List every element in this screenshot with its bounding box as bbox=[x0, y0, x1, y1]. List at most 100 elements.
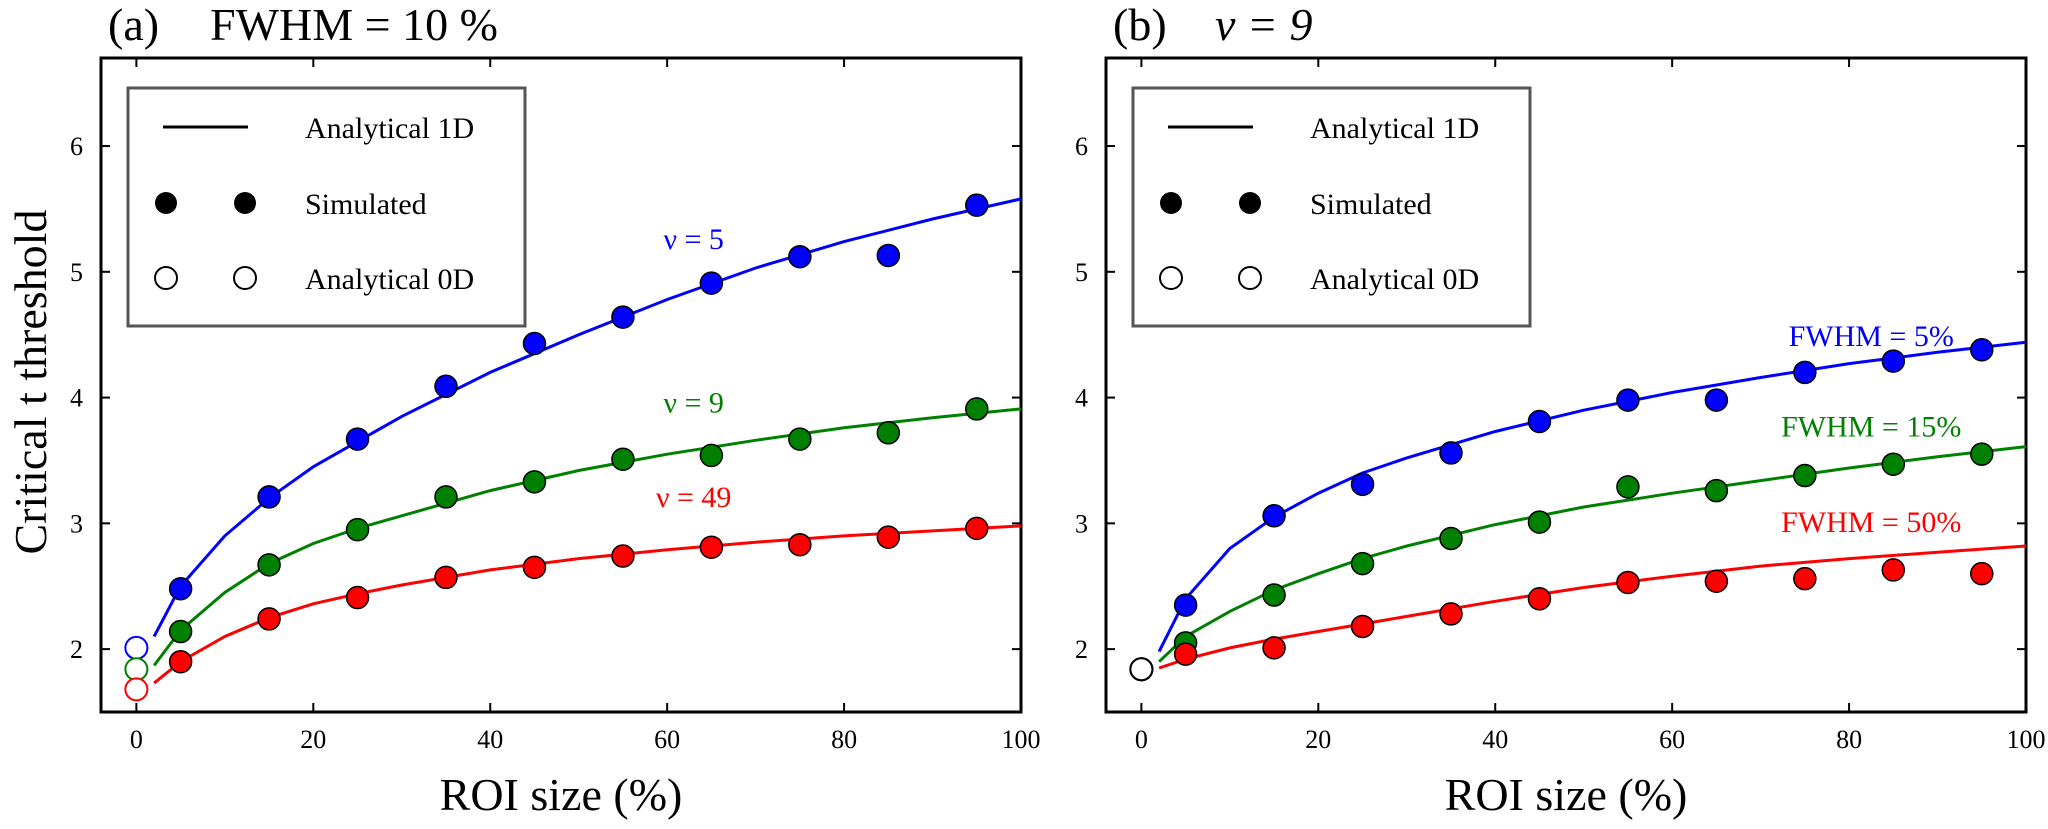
simulated-point-fwhm-5 bbox=[1439, 441, 1463, 465]
simulated-point-5 bbox=[611, 305, 635, 329]
panel-b-legend: Analytical 1D Simulated Analytical 0D bbox=[1131, 86, 1532, 328]
simulated-point-fwhm-15 bbox=[1793, 463, 1817, 488]
simulated-point-5 bbox=[345, 427, 370, 451]
legend-simulated-marker-icon bbox=[234, 192, 256, 214]
panel-a-ticks: 0 20 40 60 80 100 2 3 4 5 6 bbox=[70, 58, 1041, 754]
panel-b-plot-frame bbox=[1104, 56, 2028, 714]
simulated-point-9 bbox=[788, 427, 812, 451]
legend-label-simulated: Simulated bbox=[305, 188, 427, 221]
y-tick-label: 6 bbox=[70, 132, 83, 161]
legend-analytical-0d-marker-icon bbox=[1238, 266, 1262, 290]
legend-analytical-0d-marker-icon bbox=[1159, 266, 1183, 290]
x-tick-label: 0 bbox=[1135, 725, 1148, 754]
simulated-point-fwhm-50 bbox=[1262, 636, 1286, 660]
simulated-point-fwhm-5 bbox=[1970, 338, 1994, 362]
simulated-point-fwhm-5 bbox=[1527, 409, 1552, 434]
y-tick-label: 3 bbox=[1075, 509, 1088, 538]
series-label-fwhm-50: FWHM = 50% bbox=[1781, 506, 1961, 539]
x-tick-label: 40 bbox=[1482, 725, 1508, 754]
simulated-point-49 bbox=[876, 525, 901, 549]
simulated-point-fwhm-50 bbox=[1527, 587, 1552, 611]
panel-a-letter: (a) bbox=[108, 0, 159, 50]
simulated-point-49 bbox=[965, 516, 989, 541]
panel-b-marks: FWHM = 5% FWHM = 15% FWHM = 50% bbox=[1129, 320, 2027, 682]
series-label-49: ν = 49 bbox=[656, 481, 731, 514]
x-tick-label: 80 bbox=[831, 725, 857, 754]
analytical-0d-point-49 bbox=[124, 677, 149, 702]
simulated-point-9 bbox=[434, 485, 458, 509]
simulated-point-fwhm-15 bbox=[1704, 478, 1729, 503]
legend-label-analytical-0d: Analytical 0D bbox=[305, 263, 474, 296]
panel-a-title: FWHM = 10 % bbox=[210, 0, 498, 50]
simulated-point-fwhm-15 bbox=[1970, 442, 1994, 466]
legend-label-analytical-1d: Analytical 1D bbox=[305, 112, 474, 145]
simulated-point-5 bbox=[168, 576, 193, 601]
simulated-point-49 bbox=[345, 585, 370, 610]
series-label-fwhm-15: FWHM = 15% bbox=[1781, 411, 1961, 444]
simulated-point-5 bbox=[434, 374, 458, 399]
simulated-point-fwhm-5 bbox=[1350, 472, 1375, 497]
simulated-point-fwhm-50 bbox=[1616, 570, 1640, 595]
simulated-point-49 bbox=[611, 544, 635, 568]
legend-simulated-marker-icon bbox=[155, 192, 177, 214]
simulated-point-49 bbox=[788, 532, 812, 557]
legend-label-analytical-1d: Analytical 1D bbox=[1310, 112, 1479, 145]
simulated-point-fwhm-5 bbox=[1704, 388, 1729, 412]
simulated-point-5 bbox=[876, 243, 901, 268]
simulated-point-49 bbox=[522, 555, 547, 580]
simulated-point-fwhm-15 bbox=[1527, 510, 1552, 534]
x-tick-label: 0 bbox=[130, 725, 143, 754]
simulated-point-fwhm-5 bbox=[1793, 360, 1817, 385]
y-tick-label: 5 bbox=[1075, 258, 1088, 287]
simulated-point-fwhm-50 bbox=[1350, 614, 1375, 639]
simulated-point-fwhm-5 bbox=[1262, 504, 1286, 528]
panel-b-ticks: 0 20 40 60 80 100 2 3 4 5 6 bbox=[1075, 58, 2046, 754]
y-tick-label: 4 bbox=[70, 384, 83, 413]
simulated-point-5 bbox=[257, 485, 281, 509]
legend-analytical-0d-marker-icon bbox=[233, 266, 257, 290]
panel-a: ν = 5 ν = 9 ν = 49 0 20 40 60 80 100 2 3 4 5 6 Analy… bbox=[70, 0, 1041, 820]
series-label-fwhm-5: FWHM = 5% bbox=[1789, 320, 1954, 353]
legend-analytical-0d-marker-icon bbox=[154, 266, 178, 290]
panel-a-marks: ν = 5 ν = 9 ν = 49 bbox=[124, 193, 1022, 702]
simulated-point-fwhm-15 bbox=[1350, 551, 1375, 576]
panel-a-legend: Analytical 1D Simulated Analytical 0D bbox=[126, 86, 527, 328]
simulated-point-fwhm-50 bbox=[1173, 642, 1198, 666]
y-axis-title: Critical t threshold bbox=[5, 210, 56, 555]
simulated-point-9 bbox=[611, 447, 635, 471]
simulated-point-49 bbox=[257, 607, 281, 631]
analytical-0d-point-5 bbox=[124, 635, 149, 660]
panel-b-title: ν = 9 bbox=[1215, 0, 1312, 50]
y-tick-label: 3 bbox=[70, 509, 83, 538]
simulated-point-5 bbox=[788, 244, 812, 269]
simulated-point-49 bbox=[699, 535, 724, 559]
simulated-point-fwhm-15 bbox=[1262, 583, 1286, 607]
legend-label-simulated: Simulated bbox=[1310, 188, 1432, 221]
simulated-point-fwhm-15 bbox=[1439, 526, 1463, 551]
simulated-point-fwhm-5 bbox=[1881, 349, 1906, 373]
legend-simulated-marker-icon bbox=[1160, 192, 1182, 214]
x-tick-label: 100 bbox=[1002, 725, 1041, 754]
legend-simulated-marker-icon bbox=[1239, 192, 1261, 214]
series-label-5: ν = 5 bbox=[663, 223, 723, 256]
analytical-0d-point-fwhm-50 bbox=[1129, 657, 1154, 682]
simulated-point-fwhm-50 bbox=[1793, 566, 1817, 591]
y-tick-label: 6 bbox=[1075, 132, 1088, 161]
simulated-point-fwhm-50 bbox=[1439, 602, 1463, 626]
x-tick-label: 80 bbox=[1836, 725, 1862, 754]
simulated-point-5 bbox=[965, 193, 989, 217]
simulated-point-5 bbox=[522, 331, 547, 356]
x-tick-label: 20 bbox=[1305, 725, 1331, 754]
simulated-point-fwhm-15 bbox=[1881, 452, 1906, 476]
y-tick-label: 5 bbox=[70, 258, 83, 287]
simulated-point-9 bbox=[168, 619, 193, 644]
simulated-point-49 bbox=[434, 565, 458, 590]
series-label-9: ν = 9 bbox=[663, 387, 723, 420]
simulated-point-fwhm-15 bbox=[1616, 475, 1640, 499]
simulated-point-fwhm-5 bbox=[1616, 388, 1640, 412]
x-tick-label: 100 bbox=[2007, 725, 2046, 754]
simulated-point-fwhm-50 bbox=[1970, 561, 1994, 586]
x-tick-label: 60 bbox=[654, 725, 680, 754]
